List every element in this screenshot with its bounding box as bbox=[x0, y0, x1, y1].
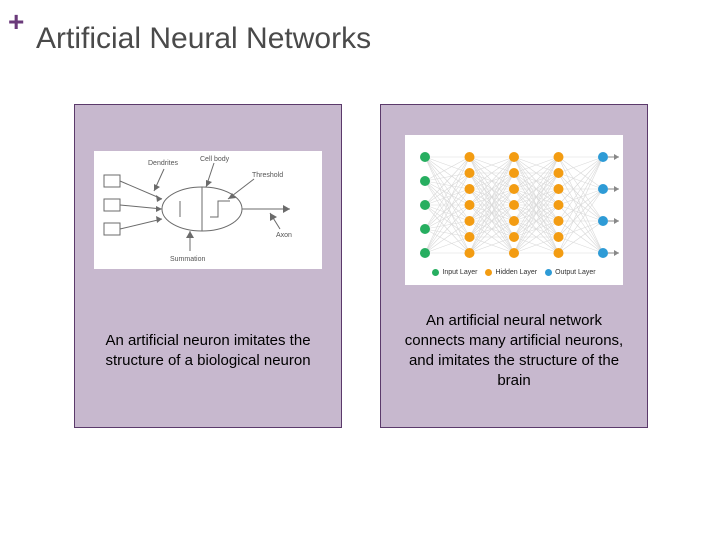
right-caption: An artificial neural network connects ma… bbox=[381, 293, 647, 427]
svg-text:Summation: Summation bbox=[170, 256, 206, 263]
panel-right: Input Layer Hidden Layer Output Layer An… bbox=[380, 104, 648, 428]
artificial-neuron-diagram: Dendrites Cell body Threshold Summation … bbox=[94, 151, 322, 269]
right-figure-area: Input Layer Hidden Layer Output Layer bbox=[381, 105, 647, 293]
panel-row: Dendrites Cell body Threshold Summation … bbox=[74, 104, 648, 428]
legend-output: Output Layer bbox=[545, 269, 595, 276]
svg-text:Axon: Axon bbox=[276, 232, 292, 239]
nn-legend: Input Layer Hidden Layer Output Layer bbox=[432, 269, 595, 276]
legend-hidden: Hidden Layer bbox=[485, 269, 537, 276]
left-figure-area: Dendrites Cell body Threshold Summation … bbox=[75, 105, 341, 293]
panel-left: Dendrites Cell body Threshold Summation … bbox=[74, 104, 342, 428]
neural-network-diagram: Input Layer Hidden Layer Output Layer bbox=[405, 135, 623, 285]
plus-icon: + bbox=[8, 8, 24, 36]
left-caption: An artificial neuron imitates the struct… bbox=[75, 293, 341, 427]
legend-input: Input Layer bbox=[432, 269, 477, 276]
page-title: Artificial Neural Networks bbox=[36, 22, 371, 56]
svg-text:Cell body: Cell body bbox=[200, 156, 230, 163]
svg-text:Threshold: Threshold bbox=[252, 172, 283, 179]
svg-text:Dendrites: Dendrites bbox=[148, 160, 178, 167]
